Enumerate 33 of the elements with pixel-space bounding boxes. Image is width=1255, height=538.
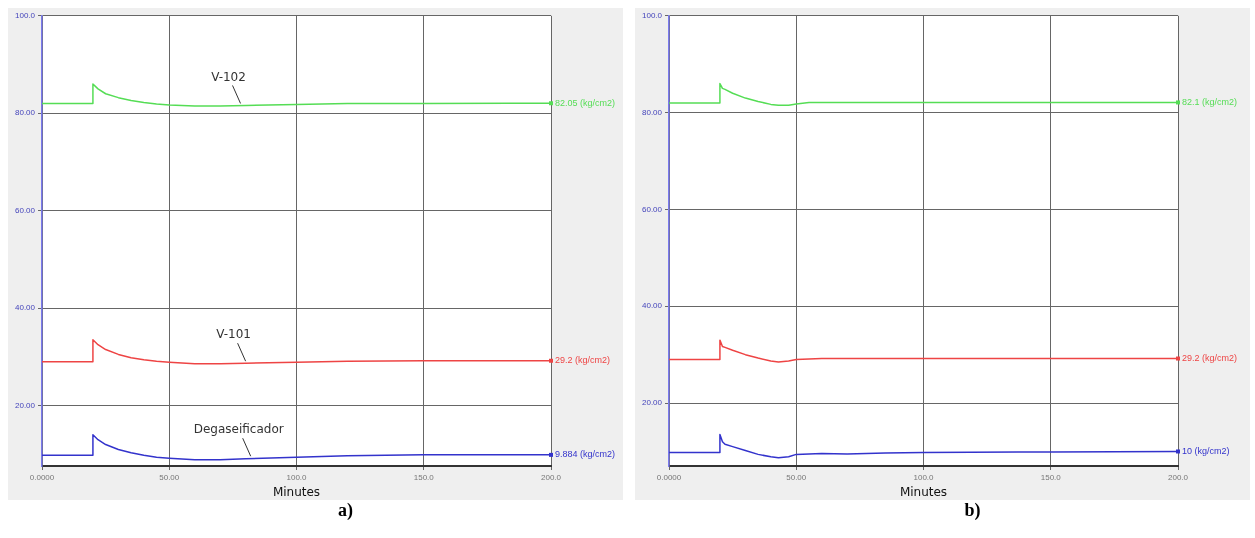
x-tick-label: 100.0 [286, 473, 308, 482]
annotation: 29.2 (kg/cm2) [1182, 353, 1238, 364]
x-tick-label: 150.0 [1040, 473, 1062, 482]
x-tick-label: 200.0 [540, 473, 562, 482]
y-tick-label: 20.00 [14, 400, 36, 410]
annotation: 9.884 (kg/cm2) [555, 449, 616, 460]
annotation: 29.2 (kg/cm2) [555, 355, 611, 366]
y-tick-label: 60.00 [14, 205, 36, 215]
y-tick-label: 40.00 [641, 301, 663, 311]
y-tick-label: 60.00 [641, 204, 663, 214]
x-tick-label: 0.0000 [29, 473, 55, 482]
x-axis-title: Minutes [899, 484, 948, 499]
x-tick-label: 0.0000 [656, 473, 682, 482]
annotation: 82.1 (kg/cm2) [1182, 96, 1238, 107]
annotation: 82.05 (kg/cm2) [555, 97, 616, 108]
x-tick-label: 150.0 [413, 473, 435, 482]
x-tick-label: 200.0 [1167, 473, 1189, 482]
y-tick-label: 80.00 [14, 108, 36, 118]
y-tick-label: 80.00 [641, 107, 663, 117]
x-tick-label: 100.0 [913, 473, 935, 482]
x-tick-label: 50.00 [786, 473, 807, 482]
annotation: 10 (kg/cm2) [1182, 445, 1230, 456]
y-tick-label: 20.00 [641, 398, 663, 408]
annotation: V-101 [216, 327, 251, 342]
annotation: Degaseificador [193, 422, 284, 437]
x-tick-label: 50.00 [159, 473, 180, 482]
y-tick-label: 100.0 [641, 11, 663, 20]
y-tick-label: 100.0 [14, 11, 36, 20]
text: a) [337, 500, 354, 521]
y-tick-label: 40.00 [14, 303, 36, 313]
annotation: V-102 [211, 69, 246, 84]
x-axis-title: Minutes [272, 484, 321, 499]
text: b) [963, 500, 982, 521]
